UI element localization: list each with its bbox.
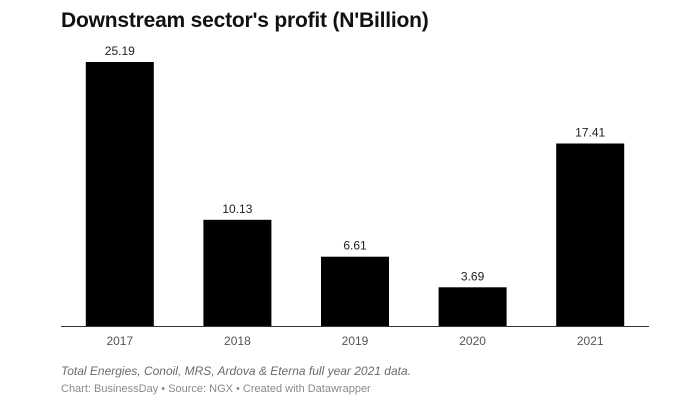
- x-tick-label-2018: 2018: [224, 334, 251, 348]
- data-label-2021: 17.41: [575, 126, 605, 140]
- bar-2017: [85, 62, 154, 326]
- data-label-2020: 3.69: [461, 269, 485, 283]
- x-tick-label-2020: 2020: [459, 334, 486, 348]
- bar-2019: [321, 256, 389, 326]
- bar-2020: [438, 287, 507, 326]
- x-tick-label-2021: 2021: [577, 334, 604, 348]
- data-label-2018: 10.13: [222, 202, 252, 216]
- chart-title: Downstream sector's profit (N'Billion): [61, 9, 429, 32]
- data-label-2019: 6.61: [343, 239, 367, 253]
- chart-credit: Chart: BusinessDay • Source: NGX • Creat…: [61, 383, 371, 395]
- x-tick-label-2017: 2017: [106, 334, 133, 348]
- data-label-2017: 25.19: [105, 44, 135, 58]
- bar-2021: [556, 143, 625, 326]
- bar-2018: [203, 219, 272, 326]
- x-tick-label-2019: 2019: [342, 334, 369, 348]
- chart-notes: Total Energies, Conoil, MRS, Ardova & Et…: [61, 364, 411, 378]
